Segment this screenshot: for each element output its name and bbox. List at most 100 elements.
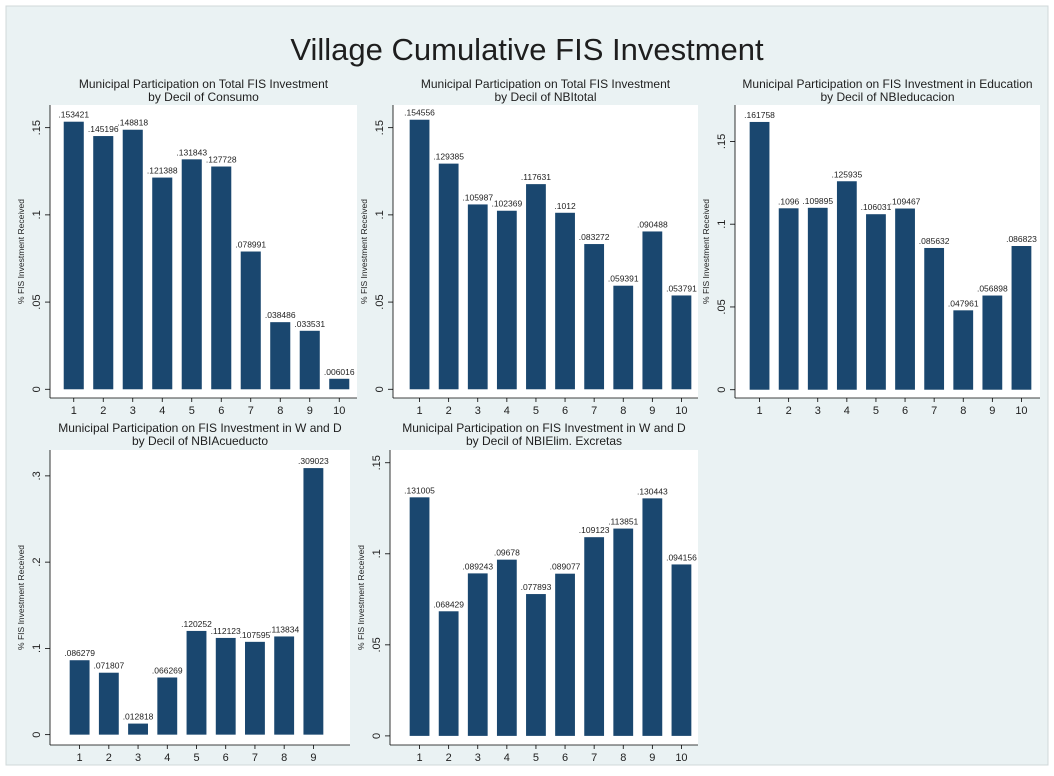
bar xyxy=(613,528,634,736)
value-label: .059391 xyxy=(608,274,639,284)
bar xyxy=(122,129,143,390)
x-tick-label: 6 xyxy=(223,752,229,764)
bar xyxy=(98,672,119,735)
panel-title: by Decil of NBIElim. Excretas xyxy=(466,434,622,448)
bar xyxy=(807,207,828,390)
bar xyxy=(642,498,663,736)
panel-title: by Decil of Consumo xyxy=(148,90,259,104)
x-tick-label: 1 xyxy=(416,405,422,417)
figure-title: Village Cumulative FIS Investment xyxy=(290,32,764,67)
x-tick-label: 8 xyxy=(620,752,626,764)
x-tick-label: 6 xyxy=(562,752,568,764)
bar xyxy=(270,322,291,390)
value-label: .053791 xyxy=(666,283,697,293)
value-label: .09678 xyxy=(494,548,520,558)
value-label: .006016 xyxy=(324,367,355,377)
y-tick-label: .15 xyxy=(716,134,728,149)
bar xyxy=(836,181,857,390)
x-tick-label: 5 xyxy=(193,752,199,764)
bar xyxy=(671,295,692,390)
x-tick-label: 1 xyxy=(416,752,422,764)
value-label: .066269 xyxy=(152,665,183,675)
x-tick-label: 5 xyxy=(873,405,879,417)
value-label: .127728 xyxy=(206,155,237,165)
bar xyxy=(215,637,236,735)
y-tick-label: .3 xyxy=(31,471,43,480)
x-tick-label: 4 xyxy=(159,405,165,417)
x-tick-label: 8 xyxy=(281,752,287,764)
value-label: .113834 xyxy=(269,624,299,634)
x-tick-label: 4 xyxy=(504,752,510,764)
x-tick-label: 2 xyxy=(106,752,112,764)
y-tick-label: .15 xyxy=(371,455,383,470)
bar xyxy=(613,285,634,390)
bar xyxy=(69,660,90,735)
bar xyxy=(128,723,148,735)
value-label: .068429 xyxy=(433,599,464,609)
y-axis-title: % FIS Investment Received xyxy=(16,545,26,650)
value-label: .1096 xyxy=(778,196,800,206)
x-tick-label: 5 xyxy=(533,405,539,417)
value-label: .148818 xyxy=(117,118,148,128)
bar xyxy=(895,208,915,390)
x-tick-label: 7 xyxy=(931,405,937,417)
bar xyxy=(924,247,945,390)
x-tick-label: 6 xyxy=(902,405,908,417)
value-label: .047961 xyxy=(948,298,979,308)
bar xyxy=(1011,245,1032,390)
x-tick-label: 1 xyxy=(756,405,762,417)
y-axis-title: % FIS Investment Received xyxy=(356,545,366,650)
x-tick-label: 6 xyxy=(562,405,568,417)
x-tick-label: 9 xyxy=(989,405,995,417)
y-tick-label: .1 xyxy=(371,549,383,558)
x-tick-label: 7 xyxy=(252,752,258,764)
x-tick-label: 2 xyxy=(446,405,452,417)
y-axis-title: % FIS Investment Received xyxy=(701,199,711,304)
x-tick-label: 10 xyxy=(1015,405,1027,417)
x-tick-label: 1 xyxy=(71,405,77,417)
y-tick-label: .05 xyxy=(716,299,728,314)
value-label: .309023 xyxy=(298,456,329,466)
bar xyxy=(584,244,605,390)
x-tick-label: 10 xyxy=(675,752,687,764)
bar xyxy=(866,214,886,390)
value-label: .1012 xyxy=(554,201,576,211)
x-tick-label: 9 xyxy=(649,752,655,764)
y-tick-label: 0 xyxy=(31,386,43,392)
y-tick-label: 0 xyxy=(716,387,728,393)
value-label: .105987 xyxy=(462,192,493,202)
bar xyxy=(526,184,546,390)
panel-title: Municipal Participation on FIS Investmen… xyxy=(742,77,1032,91)
x-tick-label: 3 xyxy=(475,752,481,764)
x-tick-label: 4 xyxy=(504,405,510,417)
x-tick-label: 3 xyxy=(815,405,821,417)
value-label: .056898 xyxy=(977,284,1008,294)
y-tick-label: .2 xyxy=(31,558,43,567)
panel-title: by Decil of NBIAcueducto xyxy=(132,434,268,448)
x-tick-label: 8 xyxy=(960,405,966,417)
bar xyxy=(299,330,320,390)
y-tick-label: .1 xyxy=(31,210,43,219)
bar xyxy=(778,208,799,390)
bar xyxy=(240,251,261,390)
bar xyxy=(409,119,430,390)
y-tick-label: .1 xyxy=(716,220,728,229)
bar xyxy=(555,212,575,390)
x-tick-label: 7 xyxy=(248,405,254,417)
value-label: .083272 xyxy=(579,232,610,242)
value-label: .161758 xyxy=(744,110,775,120)
panel-title: Municipal Participation on Total FIS Inv… xyxy=(421,77,671,91)
bar xyxy=(438,163,459,390)
y-tick-label: .1 xyxy=(31,644,43,653)
value-label: .077893 xyxy=(521,582,552,592)
value-label: .078991 xyxy=(235,240,266,250)
x-tick-label: 2 xyxy=(446,752,452,764)
x-tick-label: 3 xyxy=(130,405,136,417)
value-label: .153421 xyxy=(58,110,89,120)
value-label: .112123 xyxy=(211,626,241,636)
bar xyxy=(496,210,517,390)
value-label: .107595 xyxy=(240,630,271,640)
value-label: .131843 xyxy=(176,147,207,157)
bar xyxy=(186,630,207,735)
value-label: .106031 xyxy=(861,202,892,212)
